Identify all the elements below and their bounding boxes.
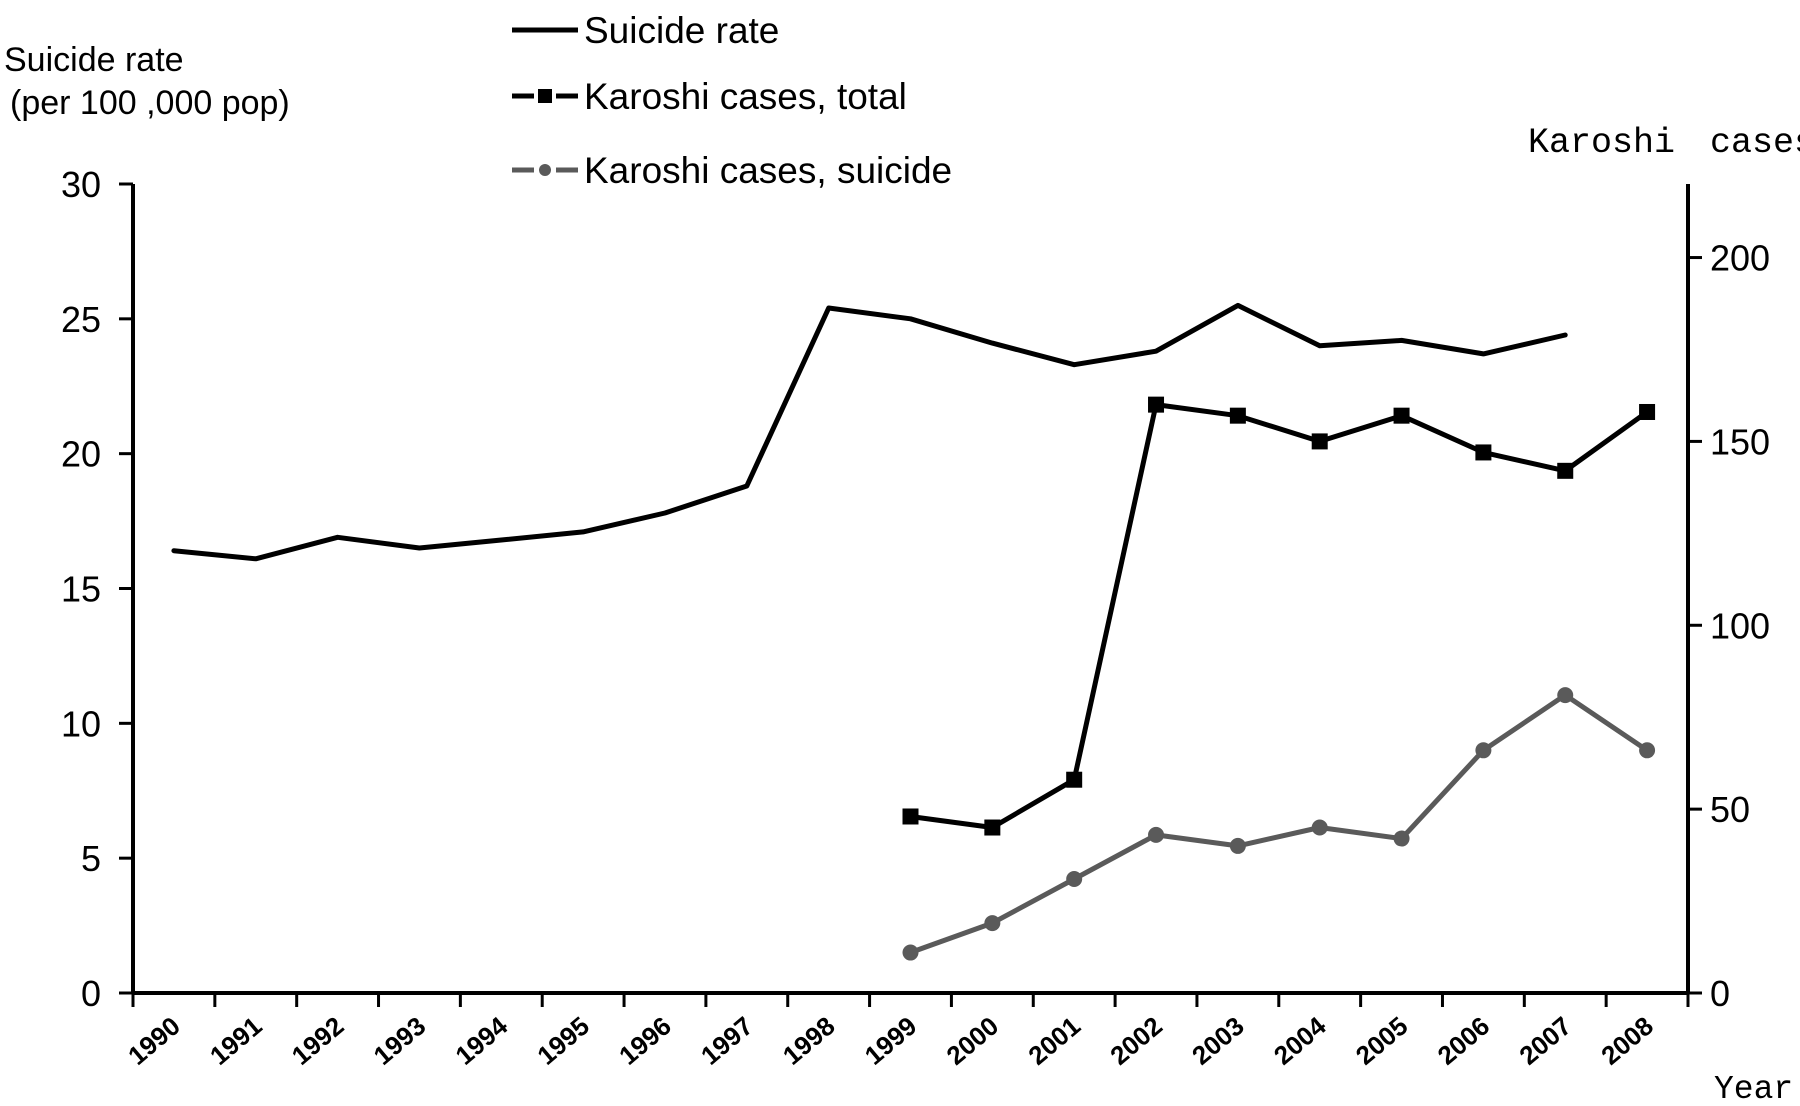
data-point [1475, 444, 1492, 461]
x-tick-label: 1993 [368, 1011, 432, 1071]
y-left-tick-label: 30 [61, 164, 101, 205]
data-point [984, 915, 1001, 932]
data-point [1311, 819, 1328, 836]
x-tick-label: 1994 [450, 1010, 514, 1071]
data-point [1311, 433, 1328, 450]
y-left-tick-label: 10 [61, 703, 101, 744]
data-point [1393, 407, 1410, 424]
data-point [1148, 396, 1165, 413]
data-point [1229, 837, 1246, 854]
y-left-tick-label: 20 [61, 434, 101, 475]
x-tick-label: 1990 [122, 1011, 186, 1071]
x-tick-label: 2006 [1432, 1011, 1496, 1071]
data-point [1639, 742, 1656, 759]
data-point [1148, 826, 1165, 843]
legend-label: Karoshi cases, total [584, 76, 907, 117]
x-tick-label: 2005 [1350, 1011, 1414, 1071]
y-right-tick-label: 100 [1710, 605, 1770, 646]
y-axis-left-title-line1: Suicide rate [4, 41, 184, 79]
y-right-tick-label: 0 [1710, 973, 1730, 1014]
data-point [1229, 407, 1246, 424]
series-1 [902, 396, 1656, 836]
x-tick-label: 2001 [1022, 1011, 1086, 1071]
x-axis-title: Year [1714, 1071, 1793, 1106]
x-tick-label: 1992 [286, 1011, 350, 1071]
tick-labels: 0 5 10 15 20 25 30 0 50 100 150 200 1990 1991 1992 1993… [61, 164, 1770, 1071]
y-right-tick-label: 150 [1710, 421, 1770, 462]
data-point [1557, 462, 1574, 479]
series-0 [171, 302, 1568, 562]
y-axis-right-title: Karoshi cases [1528, 123, 1800, 163]
legend-label: Karoshi cases, suicide [584, 150, 952, 191]
x-tick-label: 2004 [1268, 1010, 1332, 1071]
x-tick-label: 1997 [695, 1011, 759, 1071]
series-line [908, 692, 1650, 955]
data-point [1393, 830, 1410, 847]
legend-marker [539, 164, 551, 176]
series-line [908, 402, 1650, 830]
y-left-tick-label: 5 [81, 838, 101, 879]
y-left-tick-label: 15 [61, 569, 101, 610]
y-axis-left-title-line2: (per 100 ,000 pop) [10, 84, 290, 122]
data-point [1475, 742, 1492, 759]
y-left-tick-label: 25 [61, 299, 101, 340]
x-tick-label: 2000 [941, 1011, 1005, 1071]
x-tick-label: 1991 [204, 1011, 268, 1071]
x-tick-label: 1998 [777, 1011, 841, 1071]
legend-marker [538, 89, 552, 103]
y-right-tick-label: 200 [1710, 238, 1770, 279]
legend-item-1: Karoshi cases, total [512, 76, 907, 117]
data-point [1066, 871, 1083, 888]
series-layer [171, 302, 1656, 961]
legend: Suicide rate Karoshi cases, total Karoshi … [512, 10, 952, 191]
data-point [902, 944, 919, 961]
x-tick-label: 2008 [1595, 1011, 1659, 1071]
data-point [1066, 771, 1083, 788]
x-tick-label: 1996 [613, 1011, 677, 1071]
legend-label: Suicide rate [584, 10, 779, 51]
x-tick-label: 2003 [1186, 1011, 1250, 1071]
x-tick-label: 2007 [1513, 1011, 1577, 1071]
legend-item-2: Karoshi cases, suicide [512, 150, 952, 191]
legend-item-0: Suicide rate [512, 10, 779, 51]
series-line [171, 302, 1568, 562]
data-point [1639, 403, 1656, 420]
data-point [984, 819, 1001, 836]
y-right-tick-label: 50 [1710, 789, 1750, 830]
data-point [1557, 687, 1574, 704]
axes [119, 182, 1702, 1007]
data-point [902, 808, 919, 825]
y-left-tick-label: 0 [81, 973, 101, 1014]
x-tick-label: 1999 [859, 1011, 923, 1071]
x-tick-label: 1995 [531, 1011, 595, 1071]
x-tick-label: 2002 [1104, 1011, 1168, 1071]
series-2 [902, 687, 1656, 961]
